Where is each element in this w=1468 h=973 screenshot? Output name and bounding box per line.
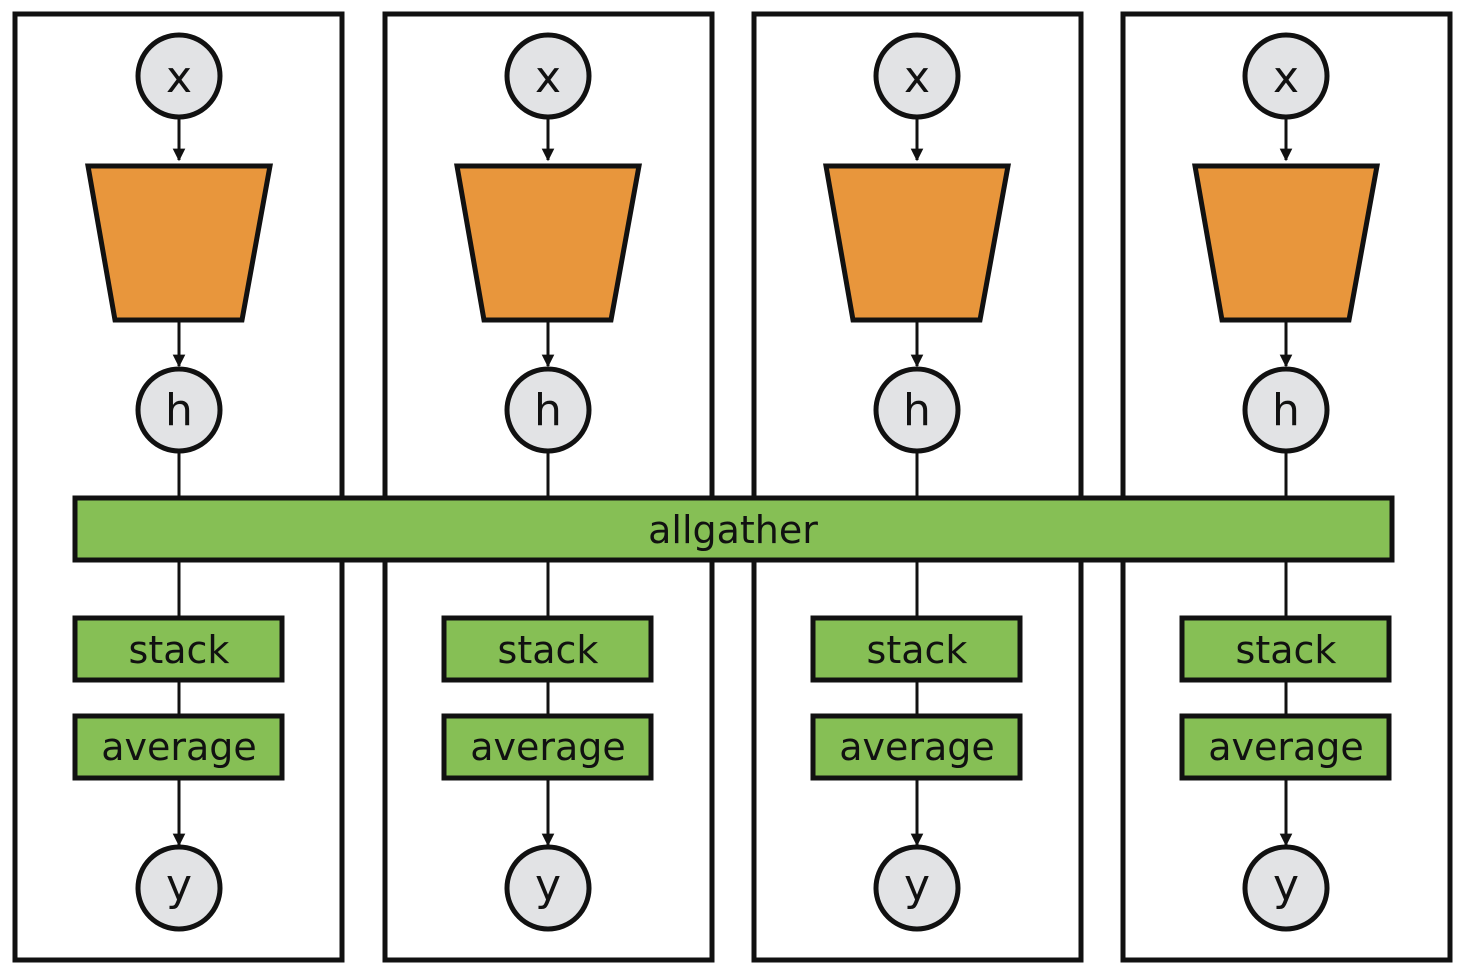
allgather-label: allgather: [648, 508, 818, 552]
encoder-trapezoid: [823, 163, 1011, 323]
input-node-x: x: [1242, 32, 1330, 120]
input-node-x: x: [873, 32, 961, 120]
hidden-node-h: h: [873, 366, 961, 454]
hidden-node-label: h: [903, 385, 931, 436]
encoder-trapezoid: [1192, 163, 1380, 323]
input-node-label: x: [1273, 52, 1299, 103]
average-op: average: [810, 713, 1023, 781]
stack-op: stack: [72, 615, 285, 683]
output-node-label: y: [1273, 860, 1299, 911]
stack-label: stack: [867, 628, 968, 672]
input-node-x: x: [135, 32, 223, 120]
output-node-label: y: [535, 860, 561, 911]
hidden-node-h: h: [504, 366, 592, 454]
output-node-y: y: [135, 844, 223, 932]
output-node-y: y: [873, 844, 961, 932]
hidden-node-h: h: [135, 366, 223, 454]
hidden-node-h: h: [1242, 366, 1330, 454]
average-label: average: [470, 725, 626, 769]
output-node-label: y: [166, 860, 192, 911]
allgather-op: allgather: [72, 495, 1395, 563]
hidden-node-label: h: [165, 385, 193, 436]
input-node-label: x: [904, 52, 930, 103]
average-op: average: [72, 713, 285, 781]
stack-label: stack: [1236, 628, 1337, 672]
stack-op: stack: [1179, 615, 1392, 683]
output-node-y: y: [504, 844, 592, 932]
input-node-label: x: [535, 52, 561, 103]
average-op: average: [441, 713, 654, 781]
stack-label: stack: [129, 628, 230, 672]
encoder-trapezoid: [454, 163, 642, 323]
encoder-trapezoid: [85, 163, 273, 323]
average-label: average: [839, 725, 995, 769]
average-label: average: [1208, 725, 1364, 769]
hidden-node-label: h: [1272, 385, 1300, 436]
output-node-y: y: [1242, 844, 1330, 932]
output-node-label: y: [904, 860, 930, 911]
average-label: average: [101, 725, 257, 769]
stack-label: stack: [498, 628, 599, 672]
average-op: average: [1179, 713, 1392, 781]
stack-op: stack: [810, 615, 1023, 683]
input-node-label: x: [166, 52, 192, 103]
worker-3-flow: x h stack average y: [810, 32, 1023, 932]
worker-4-flow: x h stack average y: [1179, 32, 1392, 932]
stack-op: stack: [441, 615, 654, 683]
input-node-x: x: [504, 32, 592, 120]
worker-1-flow: x h stack average y: [72, 32, 285, 932]
hidden-node-label: h: [534, 385, 562, 436]
